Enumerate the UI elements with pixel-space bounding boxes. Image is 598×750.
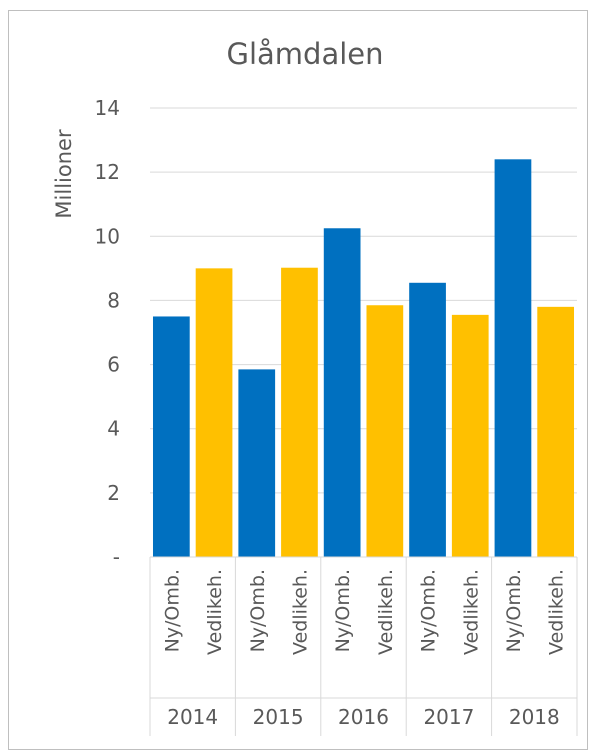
y-tick-label: - [113, 545, 120, 569]
category-label: Ny/Omb. [332, 569, 354, 652]
x-axis: Ny/Omb. Vedlikeh. 2014 Ny/Omb. Vedlikeh. 2015… [149, 556, 578, 736]
bar [238, 369, 276, 557]
category-label: Ny/Omb. [503, 569, 525, 652]
category-label: Ny/Omb. [161, 569, 183, 652]
category-label: Vedlikeh. [546, 569, 568, 655]
category-label: Vedlikeh. [375, 569, 397, 655]
chart-title: Glåmdalen [226, 37, 383, 71]
bar [451, 314, 489, 557]
bar [323, 228, 361, 557]
category-label: Vedlikeh. [204, 569, 226, 655]
category-label: Vedlikeh. [460, 569, 482, 655]
bar [152, 316, 190, 557]
bar [409, 282, 446, 557]
group-label: 2016 [338, 705, 389, 729]
group-label: 2014 [167, 705, 218, 729]
y-tick-label: 14 [95, 96, 120, 120]
category-label: Ny/Omb. [247, 569, 269, 652]
bar [494, 159, 532, 558]
category-label: Ny/Omb. [418, 569, 440, 652]
y-tick-label: 8 [107, 288, 120, 312]
group-label: 2018 [509, 705, 560, 729]
bar [366, 305, 404, 557]
bar [281, 267, 318, 557]
y-tick-label: 6 [107, 353, 120, 377]
group-label: 2015 [253, 705, 304, 729]
group-label: 2017 [423, 705, 474, 729]
y-tick-labels: - 2 4 6 8 10 12 14 [95, 96, 120, 569]
bars [152, 159, 575, 558]
y-tick-label: 12 [95, 160, 120, 184]
y-tick-label: 2 [107, 481, 120, 505]
bar [537, 306, 575, 557]
y-tick-label: 10 [95, 224, 120, 248]
bar [195, 268, 233, 557]
y-tick-label: 4 [107, 417, 120, 441]
y-axis-label: Millioner [52, 129, 76, 219]
category-label: Vedlikeh. [289, 569, 311, 655]
